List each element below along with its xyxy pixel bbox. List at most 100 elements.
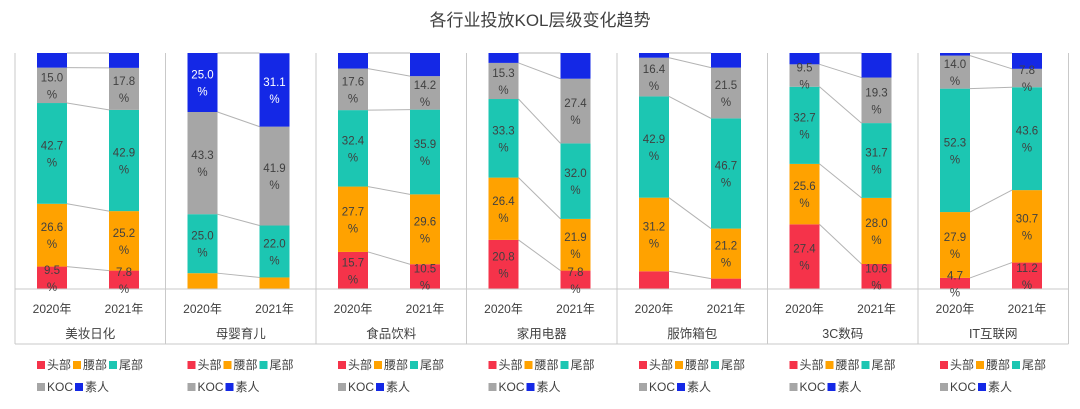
legend-label: 素人 bbox=[537, 380, 561, 394]
legend-label: 头部 bbox=[47, 357, 71, 372]
industry-label: IT互联网 bbox=[969, 327, 1018, 341]
industry-label: 3C数码 bbox=[822, 326, 863, 341]
connector-line bbox=[969, 86, 1013, 90]
bar-食品饮料-2021年-KOC bbox=[410, 76, 440, 110]
legend-swatch bbox=[560, 361, 569, 369]
legend-swatch bbox=[488, 383, 497, 391]
bar-家用电器-2020年-腰部 bbox=[488, 177, 519, 240]
year-label: 2020年 bbox=[334, 302, 373, 316]
bar-母婴育儿-2020年-尾部 bbox=[187, 214, 218, 274]
data-label-it--0-KOC: 14.0% bbox=[944, 59, 966, 88]
bar-服饰箱包-2020年-尾部 bbox=[639, 96, 669, 198]
industry-label: 服饰箱包 bbox=[667, 326, 717, 341]
legend-swatch bbox=[109, 361, 117, 369]
year-label: 2020年 bbox=[484, 302, 523, 316]
data-label---0-尾部: 42.9% bbox=[643, 134, 665, 163]
bar-IT互联网-2021年-KOC bbox=[1012, 68, 1042, 88]
industry-label: 美妆日化 bbox=[65, 327, 116, 341]
legend-swatch bbox=[338, 361, 346, 369]
legend-swatch bbox=[75, 383, 83, 391]
legend-swatch bbox=[940, 383, 948, 391]
data-label---1-头部: 7.8% bbox=[568, 267, 584, 296]
bar-母婴育儿-2021年-腰部 bbox=[259, 277, 290, 289]
bars bbox=[37, 53, 1042, 289]
legend--: 头部 腰部 尾部 KOC 素人 bbox=[187, 357, 294, 394]
bar-服饰箱包-2021年-头部 bbox=[711, 278, 741, 289]
labels: 9.5 % 26.6 % 42.7 % 15.0 % 2020年 7.8 % 25.2 % 42.9 % 17… bbox=[33, 59, 1047, 341]
bar-美妆日化-2021年-头部 bbox=[109, 270, 139, 289]
bar-食品饮料-2021年-腰部 bbox=[410, 194, 440, 265]
data-label---1-尾部: 42.9% bbox=[113, 147, 135, 176]
bar-服饰箱包-2021年-KOC bbox=[711, 67, 741, 119]
data-label-3c--1-KOC: 19.3% bbox=[865, 87, 887, 116]
legend-it-: 头部 腰部 尾部 KOC 素人 bbox=[940, 357, 1046, 394]
bar-家用电器-2021年-腰部 bbox=[560, 218, 591, 271]
bar-3C数码-2021年-KOC bbox=[861, 77, 892, 124]
legend-label: 尾部 bbox=[571, 357, 595, 372]
bar-IT互联网-2020年-尾部 bbox=[940, 88, 970, 213]
data-label---1-腰部: 21.2% bbox=[715, 241, 737, 270]
legend-swatch bbox=[675, 361, 683, 369]
bar-3C数码-2020年-素人 bbox=[789, 53, 820, 65]
legend--: 头部 腰部 尾部 KOC 素人 bbox=[37, 357, 143, 394]
data-label---0-尾部: 32.4% bbox=[342, 135, 365, 164]
data-label---1-KOC: 41.9% bbox=[263, 163, 285, 192]
legend-label: 素人 bbox=[988, 380, 1012, 394]
bar-3C数码-2021年-素人 bbox=[861, 53, 892, 78]
data-label-it--0-尾部: 52.3% bbox=[944, 137, 966, 166]
legend-label: 尾部 bbox=[721, 357, 745, 372]
bar-母婴育儿-2021年-素人 bbox=[259, 53, 290, 127]
bar-3C数码-2021年-尾部 bbox=[861, 123, 892, 198]
legend-label: KOC bbox=[348, 380, 374, 394]
data-label---1-头部: 7.8% bbox=[116, 267, 132, 296]
legend-label: 素人 bbox=[687, 380, 711, 394]
data-label---1-KOC: 17.8% bbox=[113, 76, 135, 105]
bar-美妆日化-2021年-腰部 bbox=[109, 211, 139, 271]
bar-3C数码-2020年-尾部 bbox=[789, 86, 820, 164]
bar-IT互联网-2020年-素人 bbox=[940, 53, 970, 56]
bar-母婴育儿-2021年-KOC bbox=[259, 126, 290, 226]
data-label---1-腰部: 25.2% bbox=[113, 228, 135, 257]
legend-label: KOC bbox=[649, 380, 675, 394]
data-label---0-尾部: 42.7% bbox=[41, 140, 63, 169]
legend-label: 尾部 bbox=[270, 357, 294, 372]
legend-swatch bbox=[187, 361, 196, 369]
legend-swatch bbox=[711, 361, 719, 369]
connector-line bbox=[668, 57, 712, 69]
bar-IT互联网-2021年-腰部 bbox=[1012, 190, 1042, 263]
legend-swatch bbox=[940, 361, 948, 369]
legend-label: 素人 bbox=[85, 380, 109, 394]
data-label---0-尾部: 33.3% bbox=[492, 125, 514, 154]
data-label---1-尾部: 22.0% bbox=[263, 238, 285, 267]
bar-家用电器-2020年-KOC bbox=[488, 62, 519, 100]
bar-服饰箱包-2020年-素人 bbox=[639, 53, 669, 58]
legend-swatch bbox=[37, 361, 45, 369]
connector-line bbox=[518, 62, 561, 80]
year-label: 2020年 bbox=[183, 302, 222, 316]
bar-3C数码-2020年-腰部 bbox=[789, 163, 820, 225]
data-label---0-腰部: 27.7% bbox=[342, 206, 364, 235]
connector-line bbox=[518, 98, 561, 144]
legend-swatch bbox=[825, 361, 834, 369]
bar-食品饮料-2020年-KOC bbox=[338, 68, 368, 111]
bar-IT互联网-2020年-KOC bbox=[940, 55, 970, 89]
legend-label: 腰部 bbox=[836, 357, 860, 372]
connector-line bbox=[668, 197, 712, 229]
bar-服饰箱包-2020年-头部 bbox=[639, 271, 669, 289]
connector-line bbox=[66, 102, 110, 111]
bar-食品饮料-2020年-素人 bbox=[338, 53, 368, 69]
legend-swatch bbox=[1012, 361, 1020, 369]
bar-IT互联网-2021年-尾部 bbox=[1012, 87, 1042, 191]
legend-label: 腰部 bbox=[83, 357, 107, 372]
data-label---1-头部: 10.5% bbox=[414, 264, 436, 293]
data-label---1-KOC: 27.4% bbox=[564, 98, 587, 127]
legend-swatch bbox=[524, 361, 533, 369]
legend-label: 头部 bbox=[649, 357, 673, 372]
connector-line bbox=[518, 239, 561, 271]
legend-swatch bbox=[861, 361, 870, 369]
bar-家用电器-2020年-尾部 bbox=[488, 99, 519, 178]
data-label-3c--1-尾部: 31.7% bbox=[865, 147, 887, 176]
legend-label: KOC bbox=[47, 380, 73, 394]
industry-label: 母婴育儿 bbox=[216, 326, 267, 341]
legend-swatch bbox=[639, 361, 647, 369]
